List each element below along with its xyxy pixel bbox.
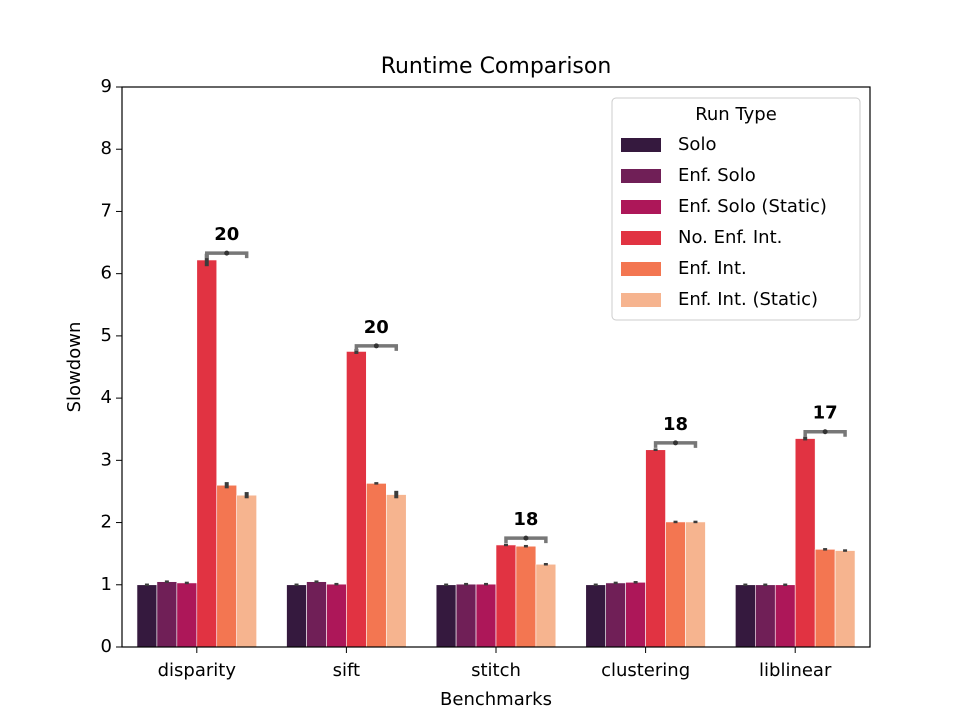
y-tick-label: 1 [101,574,112,595]
y-tick-label: 3 [101,449,112,470]
bar [535,563,557,648]
legend-label: Enf. Solo [678,165,756,186]
legend-swatch [621,262,661,276]
legend-label: Enf. Int. (Static) [678,289,818,310]
annotation-label: 18 [663,414,688,435]
x-tick-label: stitch [471,660,521,681]
y-tick-label: 7 [101,200,112,221]
y-tick-label: 9 [101,76,112,97]
y-tick-label: 5 [101,325,112,346]
legend-swatch [621,200,661,214]
bar [794,438,816,648]
legend-label: Solo [678,134,716,155]
x-axis-label: Benchmarks [440,689,552,710]
bar [755,584,776,648]
bar [286,584,307,648]
bar [346,351,367,648]
bar [475,583,497,648]
bar [645,449,666,648]
legend-title: Run Type [695,104,777,125]
legend-box [611,97,861,321]
y-tick-label: 2 [101,512,112,533]
bar [774,584,796,648]
bar [196,259,218,648]
bracket-marker [822,429,828,435]
bar [435,584,457,648]
legend-label: No. Enf. Int. [678,227,782,248]
y-tick-label: 0 [101,636,112,657]
bar [605,582,626,648]
bar [515,545,537,648]
bar [495,544,517,648]
bar [176,582,198,648]
bar [236,494,257,648]
bracket-marker [673,440,679,446]
annotation-label: 20 [214,224,239,245]
y-axis-label: Slowdown [64,322,85,413]
chart-title: Runtime Comparison [381,54,612,79]
y-tick-label: 8 [101,138,112,159]
x-tick-label: liblinear [759,660,832,681]
bar [585,584,607,648]
legend-label: Enf. Int. [678,258,747,279]
legend-swatch [621,231,661,245]
bar [156,581,178,648]
legend-swatch [621,293,661,307]
legend-swatch [621,138,661,152]
y-tick-label: 4 [101,387,112,408]
bar [306,581,327,648]
bracket-marker [373,343,379,349]
bar [735,584,756,648]
annotation-label: 17 [813,403,838,424]
bar [326,583,347,648]
annotation-label: 18 [513,509,538,530]
x-tick-label: sift [333,660,360,681]
bar [665,521,686,648]
legend-label: Enf. Solo (Static) [678,196,827,217]
bar [685,521,706,648]
annotation-label: 20 [364,317,389,338]
legend-swatch [621,169,661,183]
bar [136,584,158,648]
bar [814,549,836,648]
bracket-marker [224,250,230,256]
plot-frame [121,86,871,648]
x-tick-label: clustering [601,660,690,681]
bracket-marker [523,535,529,541]
bar [366,483,387,648]
bar [385,494,407,648]
x-tick-label: disparity [158,660,237,681]
bar [216,484,237,648]
y-tick-label: 6 [101,263,112,284]
bar [455,583,477,648]
bar [834,550,856,648]
bar [625,581,646,648]
